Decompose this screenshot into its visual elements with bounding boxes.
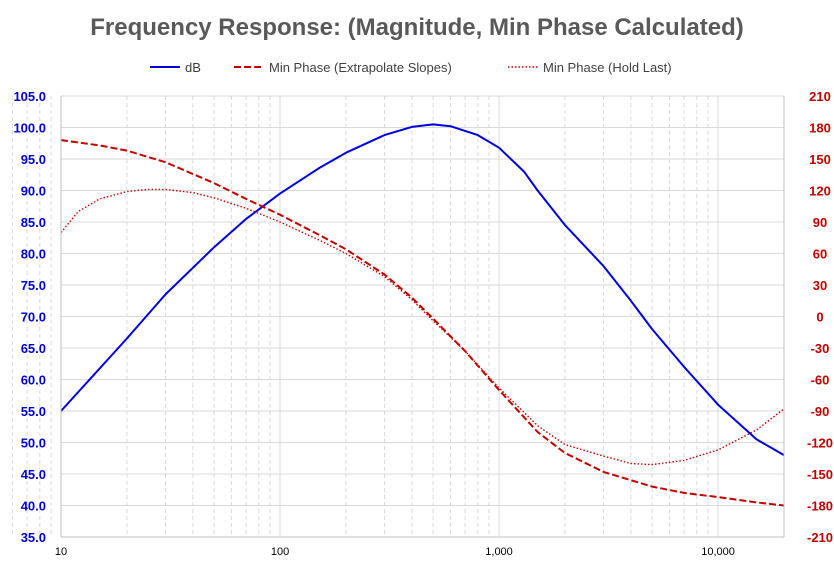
y-right-tick-label: 150 xyxy=(809,152,831,167)
y-left-tick-label: 35.0 xyxy=(21,530,46,545)
y-right-tick-label: -180 xyxy=(807,499,833,514)
x-tick-label: 10,000 xyxy=(701,546,735,558)
y-left-tick-label: 40.0 xyxy=(21,499,46,514)
y-right-tick-label: -150 xyxy=(807,467,833,482)
y-left-tick-label: 45.0 xyxy=(21,467,46,482)
y-left-tick-label: 60.0 xyxy=(21,373,46,388)
legend-label: Min Phase (Hold Last) xyxy=(543,60,672,75)
legend-label: Min Phase (Extrapolate Slopes) xyxy=(269,60,452,75)
y-right-tick-label: 0 xyxy=(816,310,823,325)
y-left-tick-label: 85.0 xyxy=(21,215,46,230)
y-right-tick-label: -30 xyxy=(811,341,830,356)
legend: dB Min Phase (Extrapolate Slopes) Min Phas… xyxy=(150,60,672,75)
series-line-dotted xyxy=(60,188,785,466)
y-left-tick-label: 95.0 xyxy=(21,152,46,167)
y-left-tick-label: 65.0 xyxy=(21,341,46,356)
series-layer xyxy=(60,123,785,507)
x-tick-label: 10 xyxy=(55,546,67,558)
y-left-tick-label: 75.0 xyxy=(21,278,46,293)
y-left-tick-label: 80.0 xyxy=(21,247,46,262)
y-right-tick-label: 90 xyxy=(813,215,827,230)
y-left-tick-label: 105.0 xyxy=(13,89,46,104)
y-right-tick-label: -120 xyxy=(807,436,833,451)
y-left-tick-label: 70.0 xyxy=(21,310,46,325)
y-left-tick-label: 90.0 xyxy=(21,184,46,199)
legend-label: dB xyxy=(185,60,201,75)
axes: 105.0 100.0 95.0 90.0 85.0 80.0 75.0 70.0 65.0 60… xyxy=(13,89,833,558)
y-right-tick-label: -210 xyxy=(807,530,833,545)
y-right-tick-label: 60 xyxy=(813,247,827,262)
y-left-tick-label: 50.0 xyxy=(21,436,46,451)
series-line-solid xyxy=(60,123,785,456)
chart-title: Frequency Response: (Magnitude, Min Phas… xyxy=(90,14,743,41)
y-right-tick-label: 30 xyxy=(813,278,827,293)
y-right-tick-label: 120 xyxy=(809,184,831,199)
x-tick-label: 100 xyxy=(271,546,289,558)
y-left-tick-label: 55.0 xyxy=(21,404,46,419)
x-tick-label: 1,000 xyxy=(485,546,513,558)
series-line-dashed xyxy=(60,139,785,507)
y-right-tick-label: 210 xyxy=(809,89,831,104)
y-left-tick-label: 100.0 xyxy=(13,121,46,136)
y-right-tick-label: 180 xyxy=(809,121,831,136)
y-right-tick-label: -90 xyxy=(811,404,830,419)
grid xyxy=(11,95,784,538)
y-right-tick-label: -60 xyxy=(811,373,830,388)
